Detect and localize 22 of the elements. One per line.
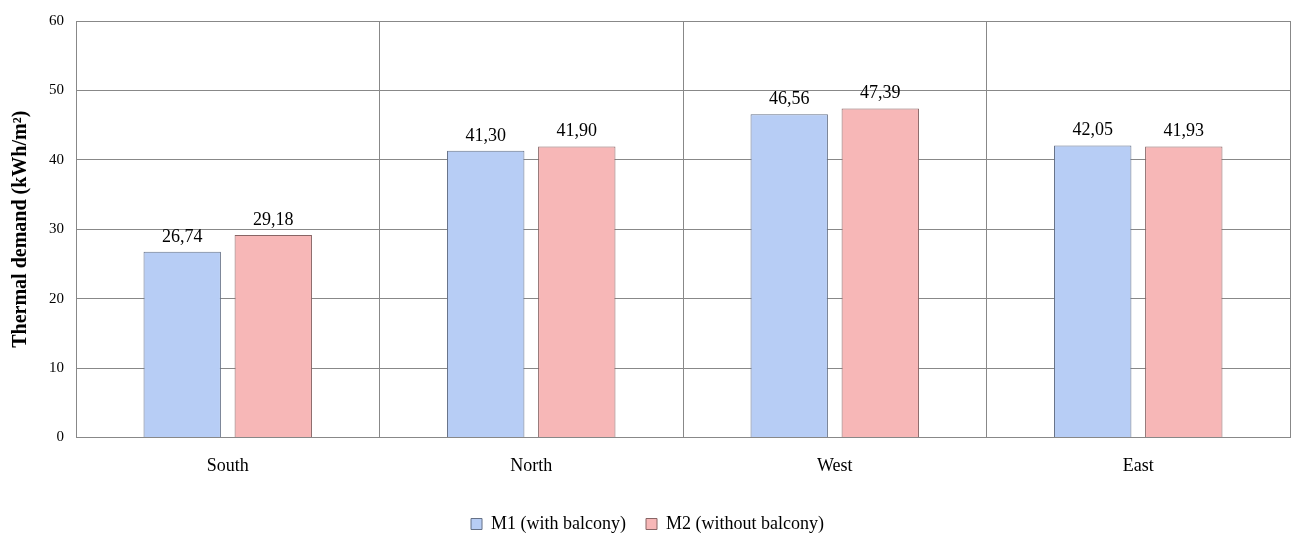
data-label: 46,56 [768, 88, 810, 109]
y-tick-label: 20 [49, 289, 64, 306]
y-tick-label: 30 [49, 220, 64, 237]
data-label: 26,74 [161, 225, 203, 246]
x-tick-label: West [816, 454, 853, 475]
y-tick-label: 10 [49, 358, 64, 375]
data-label: 47,39 [860, 82, 901, 103]
data-label: 42,05 [1072, 119, 1113, 140]
y-tick-label: 40 [49, 150, 64, 167]
x-tick-label: North [510, 454, 553, 475]
data-label: 41,90 [556, 120, 598, 141]
y-tick-label: 50 [49, 81, 64, 98]
y-axis-title: Thermal demand (kWh/m²) [8, 110, 32, 348]
legend-label: M1 (with balcony) [491, 512, 627, 534]
data-label: 41,30 [465, 124, 506, 145]
data-label: 41,93 [1163, 120, 1205, 141]
legend-label: M2 (without balcony) [666, 512, 824, 534]
y-tick-label: 60 [49, 11, 64, 28]
y-tick-label: 0 [56, 428, 64, 445]
data-label: 29,18 [253, 208, 294, 229]
x-tick-label: East [1122, 454, 1154, 475]
x-tick-label: South [206, 454, 249, 475]
